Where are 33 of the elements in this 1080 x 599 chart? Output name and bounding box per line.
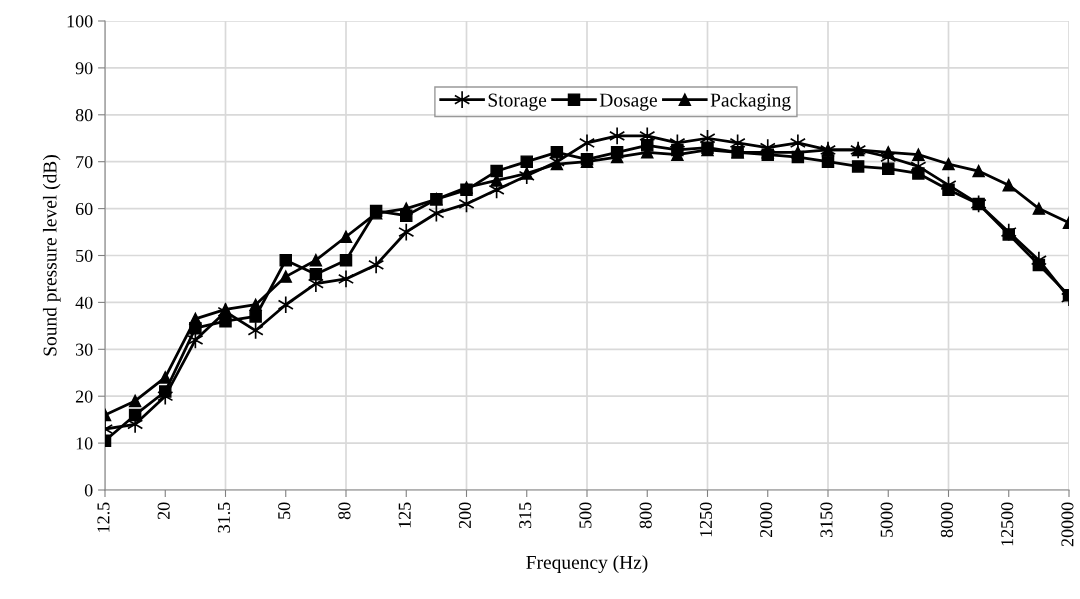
x-tick-label: 8000 [940, 502, 954, 538]
x-tick-label: 125 [398, 502, 411, 528]
x-tick-label: 500 [579, 502, 592, 528]
x-tick-label: 800 [639, 502, 652, 529]
y-tick-label: 60 [75, 202, 93, 216]
y-tick-label: 100 [67, 15, 93, 28]
x-tick-label: 50 [278, 502, 291, 519]
x-tick-label: 12.5 [97, 502, 110, 532]
x-tick-label: 3150 [820, 502, 833, 538]
x-axis-title: Frequency (Hz) [526, 555, 648, 573]
x-tick-label: 315 [519, 502, 532, 529]
x-tick-label: 2000 [760, 502, 773, 538]
y-tick-label: 20 [75, 390, 93, 403]
y-tick-label: 30 [76, 343, 93, 356]
y-axis-title: Sound pressure level (dB) [42, 155, 61, 356]
legend-label: Dosage [599, 93, 657, 111]
x-tick-label: 20000 [1061, 502, 1074, 547]
y-tick-label: 50 [76, 249, 93, 262]
legend-label: Storage [488, 93, 547, 111]
x-tick-label: 12500 [1001, 502, 1014, 546]
legend-label: Packaging [710, 92, 791, 111]
y-tick-label: 90 [75, 62, 93, 75]
y-tick-label: 10 [76, 437, 93, 450]
y-tick-label: 80 [75, 109, 93, 122]
y-tick-label: 70 [76, 155, 93, 169]
y-tick-label: 0 [84, 484, 93, 497]
x-tick-label: 200 [458, 502, 472, 529]
x-tick-label: 5000 [880, 502, 893, 537]
x-tick-label: 31.5 [217, 502, 231, 533]
x-tick-label: 1250 [699, 502, 713, 537]
y-tick-label: 40 [75, 296, 93, 309]
x-tick-label: 80 [338, 502, 351, 520]
x-tick-label: 20 [157, 502, 170, 520]
